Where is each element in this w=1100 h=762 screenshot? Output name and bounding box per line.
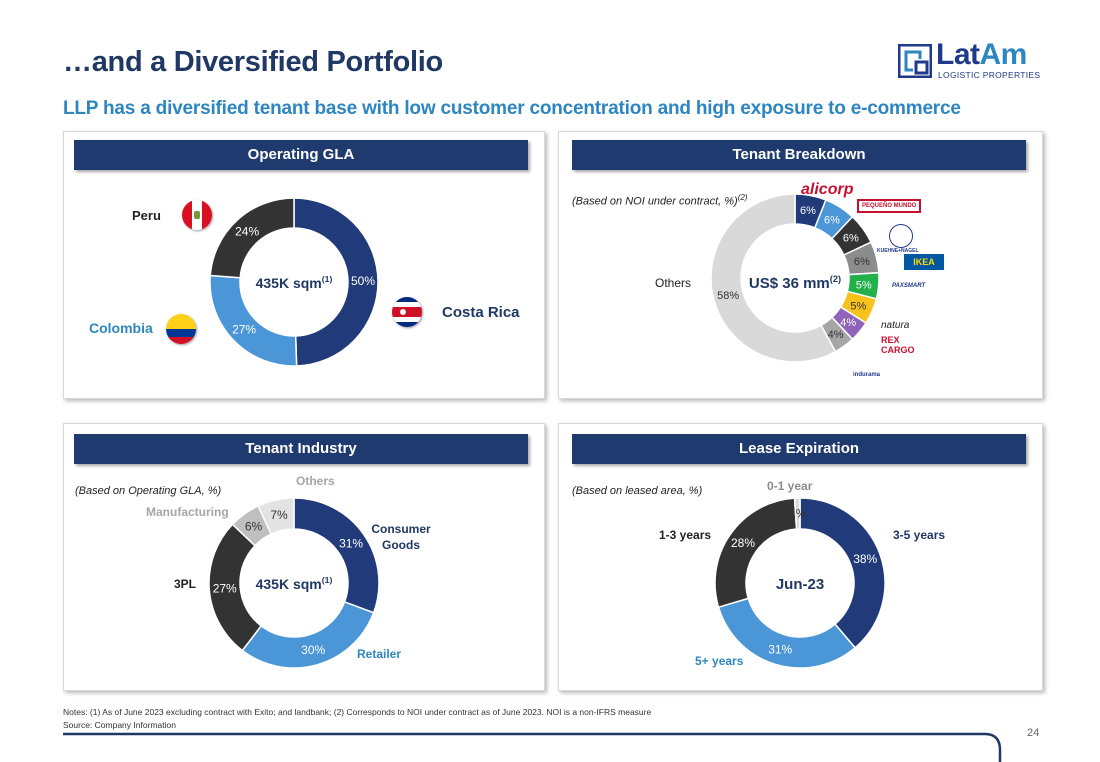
panel-title: Operating GLA [74, 140, 528, 170]
slice-costa-rica [293, 197, 379, 367]
value-label-colombia: 27% [232, 323, 256, 337]
label-5-plus-years: 5+ years [695, 654, 744, 668]
logo-lat: Lat [936, 38, 980, 71]
donut-center-label: 435K sqm(1) [256, 274, 333, 291]
label-0-1-year: 0-1 year [767, 479, 813, 493]
value-label-kuehne-nagel: 6% [843, 232, 859, 244]
logo-mark-icon [898, 44, 932, 78]
indurama-logo: indurama [853, 372, 881, 378]
value-label-costa-rica: 50% [351, 274, 375, 288]
value-label-others: 58% [717, 290, 739, 302]
value-label-paxsmart: 5% [856, 279, 872, 291]
label-manufacturing: Manufacturing [146, 505, 229, 519]
kuehne-nagel-icon [889, 224, 913, 248]
value-label-others: 7% [270, 508, 288, 522]
lease-expiration-donut: 38% 31% 28% 1% Jun-23 [714, 497, 886, 669]
logo-wordmark: LatAm [936, 38, 1027, 72]
value-label-3-5-years: 38% [853, 552, 877, 566]
label-3-5-years: 3-5 years [893, 528, 946, 542]
slice-others [710, 193, 837, 363]
footer-rule [63, 732, 1002, 762]
value-label-indurama: 4% [828, 329, 844, 341]
panel-title: Lease Expiration [572, 434, 1026, 464]
value-label-alicorp: 6% [800, 205, 816, 217]
rex-cargo-logo: REX CARGO [881, 335, 915, 355]
peru-flag-icon [182, 200, 212, 230]
value-label-1-3-years: 28% [731, 536, 755, 550]
company-logo: LatAm LOGISTIC PROPERTIES [898, 38, 1048, 84]
panel-note: (Based on Operating GLA, %) [75, 485, 222, 497]
label-others: Others [655, 276, 692, 290]
value-label-peru: 24% [235, 224, 259, 238]
pequeno-mundo-logo: PEQUEÑO MUNDO [857, 199, 922, 213]
footer-source: Source: Company Information [63, 720, 176, 730]
costa-rica-flag-icon [392, 297, 422, 327]
value-label-retailer: 30% [301, 643, 325, 657]
tenant-industry-donut: 31% 30% 27% 6% 7% 435K sqm(1) [208, 497, 380, 669]
panel-note: (Based on NOI under contract, %)(2) [572, 193, 747, 208]
label-consumer-goods: Consumer Goods [371, 522, 431, 552]
ikea-logo: IKEA [904, 254, 944, 270]
label-colombia: Colombia [89, 320, 153, 336]
value-label-rex-cargo: 4% [840, 317, 856, 329]
panel-operating-gla: Operating GLA 50% 27% 24% 435K sqm(1) Peru … [63, 131, 545, 399]
logo-tagline: LOGISTIC PROPERTIES [938, 70, 1041, 80]
kuehne-nagel-logo: KUEHNE+NAGEL [877, 248, 919, 254]
value-label-3pl: 27% [213, 581, 237, 595]
panel-lease-expiration: Lease Expiration 38% 31% 28% 1% Jun-23 (Base… [558, 423, 1043, 691]
label-1-3-years: 1-3 years [659, 528, 712, 542]
label-others: Others [296, 474, 335, 488]
panel-note: (Based on leased area, %) [572, 485, 703, 497]
colombia-flag-icon [166, 314, 196, 344]
value-label-consumer-goods: 31% [339, 536, 363, 550]
label-costa-rica: Costa Rica [442, 304, 520, 321]
logo-am: Am [979, 38, 1028, 71]
donut-center-label: US$ 36 mm(2) [749, 274, 841, 292]
value-label-natura: 5% [850, 300, 866, 312]
page-title: …and a Diversified Portfolio [63, 46, 443, 78]
donut-center-label: 435K sqm(1) [256, 575, 333, 592]
label-retailer: Retailer [357, 647, 402, 661]
page-subtitle: LLP has a diversified tenant base with l… [63, 98, 961, 119]
slice-3-5-years [799, 497, 886, 649]
panel-tenant-breakdown: Tenant Breakdown 6% 6% 6% 6% 5% 5% 4% 4% 58% US$ … [558, 131, 1043, 399]
slice-others [257, 497, 295, 536]
natura-logo: natura [881, 320, 910, 331]
panel-title: Tenant Breakdown [572, 140, 1026, 170]
alicorp-logo: alicorp [801, 181, 854, 198]
value-label-ikea: 6% [854, 256, 870, 268]
tenant-breakdown-donut: 6%6%6%6%5%5%4%4%58%US$ 36 mm(2) [710, 193, 880, 363]
value-label-manufacturing: 6% [245, 520, 263, 534]
label-peru: Peru [132, 208, 161, 223]
value-label-5-years: 31% [768, 643, 792, 657]
paxsmart-logo: PAXSMART [892, 283, 926, 289]
slice-retailer [241, 600, 375, 669]
page-number: 24 [1027, 727, 1040, 739]
note-text: (Based on NOI under contract, %) [572, 195, 738, 208]
note-sup: (2) [737, 193, 748, 202]
slice-peru [209, 197, 295, 279]
value-label-0-1-year: 1% [789, 507, 807, 521]
donut-center-label: Jun-23 [776, 576, 824, 593]
footer-notes: Notes: (1) As of June 2023 excluding con… [63, 707, 652, 717]
slice-0-1-year [793, 497, 801, 530]
label-3pl: 3PL [174, 577, 197, 591]
panel-tenant-industry: Tenant Industry 31% 30% 27% 6% 7% 435K sqm(1)… [63, 423, 545, 691]
panel-title: Tenant Industry [74, 434, 528, 464]
value-label-peque-o-mundo: 6% [824, 215, 840, 227]
slice-consumer-goods [293, 497, 380, 614]
operating-gla-donut: 50% 27% 24% 435K sqm(1) [209, 197, 379, 367]
